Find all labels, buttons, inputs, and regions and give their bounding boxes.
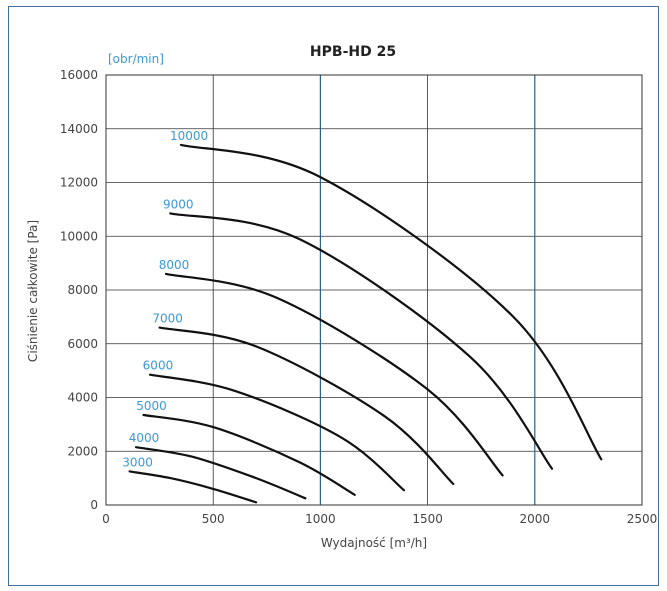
curves [128,143,603,504]
chart-title: HPB-HD 25 [310,44,396,60]
series-line-8000 [164,272,504,477]
series-label-10000: 10000 [170,129,208,143]
x-tick-label: 1000 [305,512,336,526]
y-axis-label: Ciśnienie całkowite [Pa] [26,220,40,362]
x-tick-label: 2500 [627,512,658,526]
series-label-3000: 3000 [122,455,153,469]
grid [105,74,643,506]
x-tick-label: 500 [202,512,225,526]
series-line-9000 [169,212,554,470]
x-tick-label: 2000 [520,512,551,526]
x-axis-label: Wydajność [m³/h] [321,536,427,550]
series-label-7000: 7000 [152,312,183,326]
unit-label: [obr/min] [108,52,164,66]
series-line-5000 [142,413,356,496]
y-tick-label: 16000 [60,68,98,82]
y-tick-label: 0 [90,498,98,512]
series-line-7000 [158,326,455,486]
y-tick-label: 4000 [67,391,98,405]
series-label-4000: 4000 [129,431,160,445]
x-tick-label: 1500 [412,512,443,526]
series-line-10000 [179,143,603,461]
y-tick-label: 12000 [60,176,98,190]
series-label-6000: 6000 [143,359,174,373]
y-tick-label: 8000 [67,283,98,297]
y-tick-label: 10000 [60,229,98,243]
chart-frame [8,6,659,586]
series-line-6000 [148,373,406,492]
series-label-8000: 8000 [159,258,190,272]
x-tick-label: 0 [102,512,110,526]
plot-border [105,74,643,506]
y-tick-label: 14000 [60,122,98,136]
y-tick-label: 2000 [67,444,98,458]
series-label-9000: 9000 [163,197,194,211]
series-line-3000 [128,470,258,504]
series-label-5000: 5000 [136,399,167,413]
labels: 0 2000 4000 6000 8000 10000 12000 14000 16000 0 50… [60,68,657,526]
y-tick-label: 6000 [67,337,98,351]
series-line-4000 [134,446,307,500]
